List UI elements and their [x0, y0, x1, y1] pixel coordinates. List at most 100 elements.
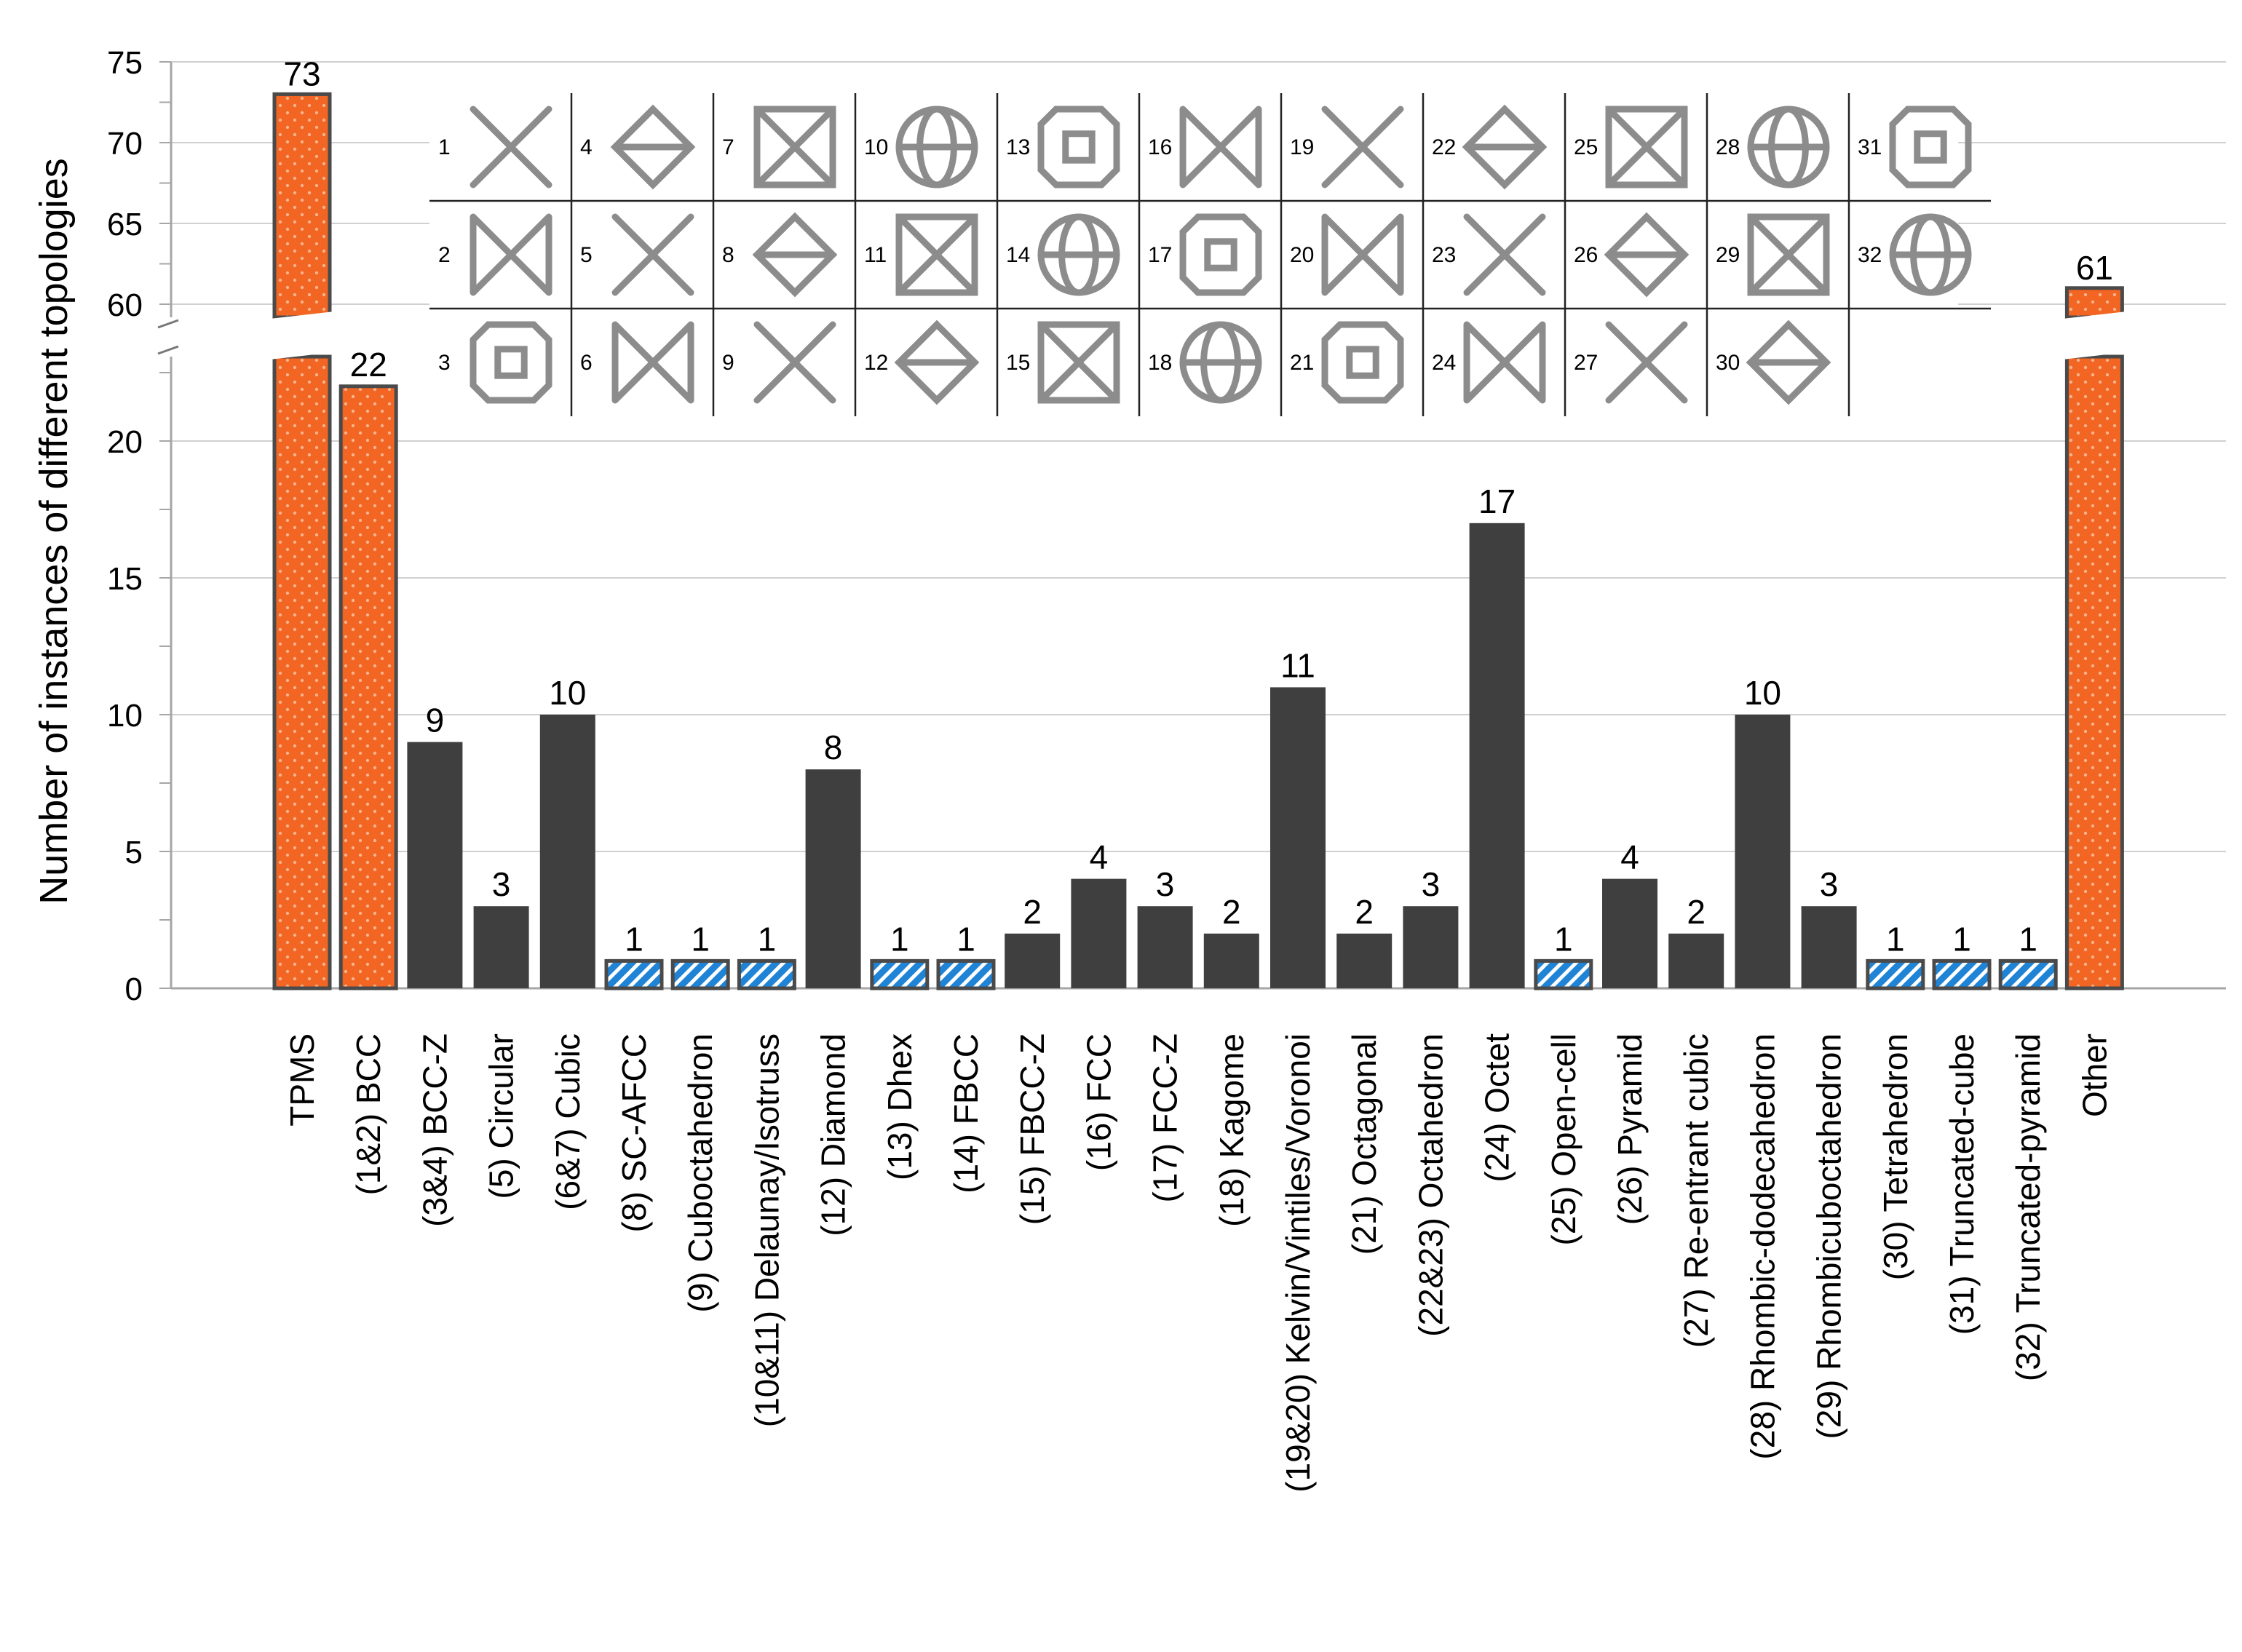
- bar-value-label: 2: [1222, 893, 1241, 931]
- bar-value-label: 2: [1023, 893, 1042, 931]
- x-category-label: (32) Truncated-pyramid: [2009, 1033, 2047, 1381]
- bar: [473, 906, 529, 988]
- bar-value-label: 1: [1886, 920, 1905, 958]
- inset-cell: 32: [1858, 213, 1972, 296]
- bar-value-label: 9: [426, 702, 445, 739]
- bar-break-gap: [2062, 311, 2127, 360]
- x-category-label: (29) Rhombicuboctahedron: [1810, 1033, 1848, 1439]
- bar-value-label: 10: [549, 674, 586, 712]
- bar-value-label: 4: [1620, 838, 1639, 876]
- inset-cell: 17: [1148, 213, 1262, 296]
- x-category-label: (13) Dhex: [881, 1033, 919, 1180]
- inset-cell-number: 3: [438, 351, 451, 375]
- inset-cell: 7: [722, 106, 836, 188]
- axis-break-mark: [157, 319, 179, 329]
- inset-cell-number: 20: [1290, 243, 1314, 267]
- bar: [539, 715, 595, 988]
- bar-value-label: 22: [350, 346, 387, 384]
- x-category-label: (18) Kagome: [1213, 1033, 1251, 1227]
- inset-cell-number: 6: [580, 351, 593, 375]
- bar: [1534, 958, 1593, 990]
- x-category-label: (31) Truncated-cube: [1943, 1033, 1981, 1335]
- bar: [1403, 906, 1459, 988]
- octahedron-cell-icon: [1462, 104, 1548, 190]
- inset-cell: 8: [722, 212, 838, 298]
- x-category-label: (19&20) Kelvin/Vintiles/Voronoi: [1279, 1033, 1317, 1493]
- inset-cell-number: 18: [1148, 351, 1172, 375]
- y-tick-label: 15: [107, 561, 143, 597]
- inset-cell: 24: [1432, 321, 1546, 404]
- bar: [1801, 906, 1857, 988]
- bar-segment-upper: [2064, 286, 2124, 319]
- bar: [737, 958, 796, 990]
- bar: [1866, 958, 1925, 990]
- bar: [1137, 906, 1193, 988]
- x-category-label: (14) FBCC: [947, 1033, 985, 1194]
- kagome-cell-icon: [1179, 321, 1262, 404]
- bar: [805, 769, 861, 988]
- inset-cell-number: 2: [438, 243, 451, 267]
- inset-cell-number: 8: [722, 243, 734, 267]
- fccz-cell-icon: [1179, 213, 1262, 296]
- fcc-cell-icon: [1179, 106, 1262, 188]
- bar-value-label: 1: [691, 920, 710, 958]
- bar: [1735, 715, 1791, 988]
- dhex-cell-icon: [1037, 106, 1120, 188]
- inset-cell: 12: [864, 319, 980, 405]
- inset-cell: 6: [580, 321, 694, 404]
- x-category-label: (26) Pyramid: [1611, 1033, 1649, 1225]
- bar-value-label: 3: [1422, 865, 1441, 903]
- isotruss-cell-icon: [895, 213, 978, 296]
- x-category-label: (22&23) Octahedron: [1411, 1033, 1449, 1337]
- octagonal-cell-icon: [1321, 321, 1404, 404]
- inset-cell: 26: [1574, 212, 1690, 298]
- y-axis-title: Number of instances of different topolog…: [32, 158, 76, 905]
- tetrahedron-cell-icon: [1746, 319, 1831, 405]
- x-category-label: (24) Octet: [1478, 1033, 1516, 1183]
- inset-cell: 3: [438, 321, 552, 404]
- diamond-cell-icon: [894, 319, 980, 405]
- y-tick-label: 70: [107, 126, 143, 162]
- inset-cell-number: 5: [580, 243, 593, 267]
- x-category-label: (10&11) Delaunay/Isotruss: [748, 1033, 785, 1427]
- x-category-label: (17) FCC-Z: [1146, 1033, 1184, 1203]
- inset-cell: 22: [1432, 104, 1548, 190]
- lattice-inset: 1 4 7 10 13 16 19 22 25 28 312 5 8 11 14 17 20 23 26 29 323 6…: [429, 93, 1991, 416]
- circular-cell-icon: [611, 213, 694, 296]
- pyramid-cell-icon: [1604, 212, 1690, 298]
- bar-value-label: 1: [1952, 920, 1971, 958]
- inset-cell: 21: [1290, 321, 1404, 404]
- bar-value-label: 1: [625, 920, 643, 958]
- voronoi-cell-icon: [1321, 213, 1404, 296]
- bar-value-label: 73: [283, 55, 320, 92]
- inset-cell: 25: [1574, 106, 1688, 188]
- inset-cell-number: 28: [1716, 135, 1740, 159]
- inset-cell: 10: [864, 106, 978, 188]
- bar: [1203, 933, 1259, 988]
- inset-cell: 29: [1716, 213, 1830, 296]
- bar-value-label: 4: [1090, 838, 1109, 876]
- inset-cell-number: 14: [1006, 243, 1030, 267]
- bar-segment-lower: [272, 354, 332, 990]
- inset-cell-number: 17: [1148, 243, 1172, 267]
- x-category-label: (1&2) BCC: [349, 1033, 387, 1195]
- inset-cell: 23: [1432, 213, 1546, 296]
- rhombicuboctahedron-cell-icon: [1747, 213, 1830, 296]
- bar: [1932, 958, 1992, 990]
- inset-cell: 20: [1290, 213, 1404, 296]
- bar: [1602, 878, 1657, 988]
- bar: [1270, 687, 1326, 988]
- inset-cell-number: 4: [580, 135, 593, 159]
- bar-value-label: 2: [1687, 893, 1706, 931]
- inset-cell: 27: [1574, 321, 1688, 404]
- bar-value-label: 3: [1820, 865, 1839, 903]
- bar: [604, 958, 664, 990]
- inset-cell: 13: [1006, 106, 1120, 188]
- bar-value-label: 1: [2019, 920, 2037, 958]
- octahedron-cell-icon: [1463, 213, 1546, 296]
- inset-cell-number: 13: [1006, 135, 1030, 159]
- bar: [1668, 933, 1724, 988]
- bar-value-label: 1: [956, 920, 975, 958]
- bar-value-label: 11: [1280, 646, 1315, 684]
- bar-value-label: 8: [824, 728, 843, 766]
